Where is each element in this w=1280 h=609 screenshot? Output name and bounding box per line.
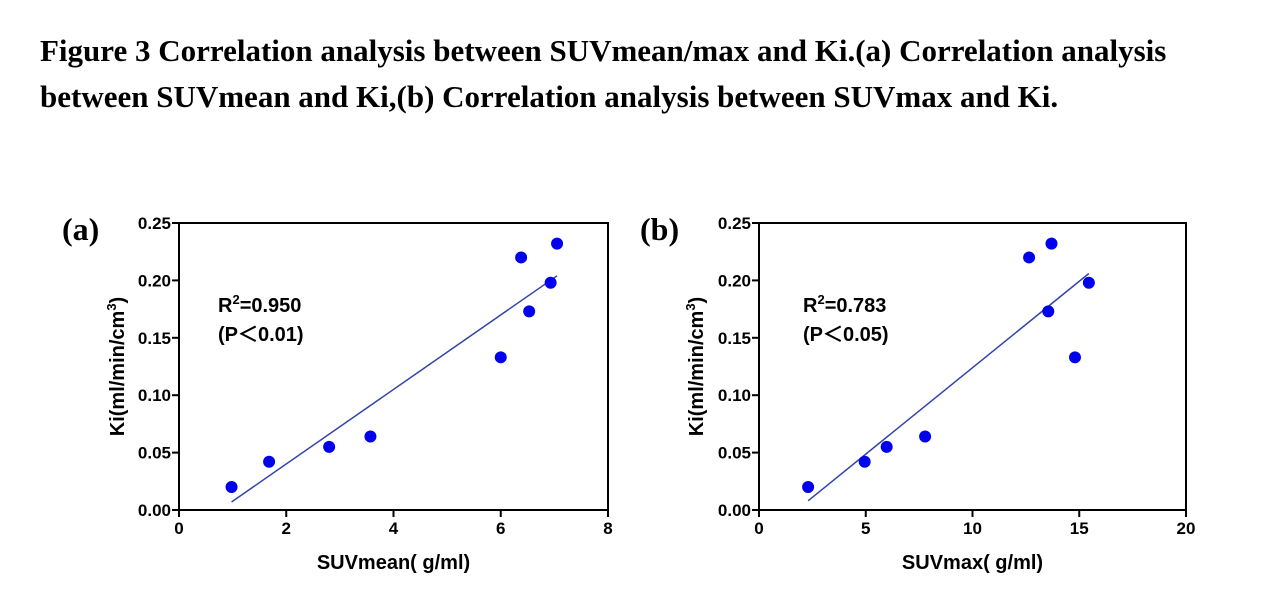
data-point — [1045, 237, 1058, 250]
x-tick-label: 15 — [1070, 519, 1089, 538]
data-point — [364, 430, 377, 443]
x-tick-label: 0 — [754, 519, 763, 538]
y-tick-label: 0.25 — [138, 214, 171, 233]
x-tick-label: 6 — [496, 519, 505, 538]
data-point — [551, 237, 564, 250]
x-tick-label: 8 — [603, 519, 612, 538]
data-point — [919, 430, 932, 443]
y-tick-label: 0.15 — [138, 329, 171, 348]
p-value-label: (P＜0.05) — [803, 324, 889, 346]
x-axis-title: SUVmax( g/ml) — [902, 552, 1043, 574]
chart-panel-b: 0 5 10 15 20 0.00 0.05 0.10 0.15 0.20 0.25 SUVmax( … — [640, 211, 1195, 574]
data-point — [1042, 305, 1055, 318]
data-point — [225, 481, 238, 494]
y-tick-label: 0.20 — [718, 271, 751, 290]
data-point — [880, 440, 893, 453]
x-axis-title: SUVmean( g/ml) — [317, 552, 470, 574]
y-tick-label: 0.05 — [138, 444, 171, 463]
y-tick-label: 0.05 — [718, 444, 751, 463]
chart-panel-a: 0 2 4 6 8 0.00 0.05 0.10 0.15 0.20 0.25 SUVmean( g/… — [62, 211, 613, 574]
y-tick-label: 0.10 — [138, 386, 171, 405]
y-tick-label: 0.10 — [718, 386, 751, 405]
data-point — [1023, 251, 1036, 264]
data-point — [858, 455, 871, 468]
x-tick-label: 10 — [963, 519, 982, 538]
panel-label: (a) — [62, 211, 99, 247]
plot-frame — [758, 222, 1187, 511]
data-point — [523, 305, 536, 318]
y-tick-label: 0.25 — [718, 214, 751, 233]
data-point — [544, 276, 557, 289]
data-point — [1068, 351, 1081, 364]
data-point — [494, 351, 507, 364]
y-tick-label: 0.00 — [718, 501, 751, 520]
y-axis-title: Ki(ml/min/cm3) — [104, 297, 129, 436]
r-squared-label: R2=0.783 — [803, 292, 886, 317]
regression-line — [807, 272, 1090, 502]
x-tick-label: 20 — [1177, 519, 1196, 538]
y-tick-label: 0.00 — [138, 501, 171, 520]
panel-label: (b) — [640, 211, 679, 247]
y-tick-label: 0.20 — [138, 271, 171, 290]
r-squared-label: R2=0.950 — [218, 292, 301, 317]
data-point — [802, 481, 815, 494]
x-tick-label: 4 — [389, 519, 399, 538]
x-tick-label: 2 — [282, 519, 291, 538]
p-value-label: (P＜0.01) — [218, 324, 304, 346]
plot-frame — [178, 222, 609, 511]
y-tick-label: 0.15 — [718, 329, 751, 348]
data-point — [263, 455, 276, 468]
x-tick-label: 0 — [174, 519, 183, 538]
data-point — [515, 251, 528, 264]
x-tick-label: 5 — [861, 519, 870, 538]
data-point — [323, 440, 336, 453]
data-point — [1082, 276, 1095, 289]
regression-line — [231, 275, 558, 503]
figure-caption: Figure 3 Correlation analysis between SU… — [40, 33, 1167, 114]
y-axis-title: Ki(ml/min/cm3) — [683, 297, 708, 436]
